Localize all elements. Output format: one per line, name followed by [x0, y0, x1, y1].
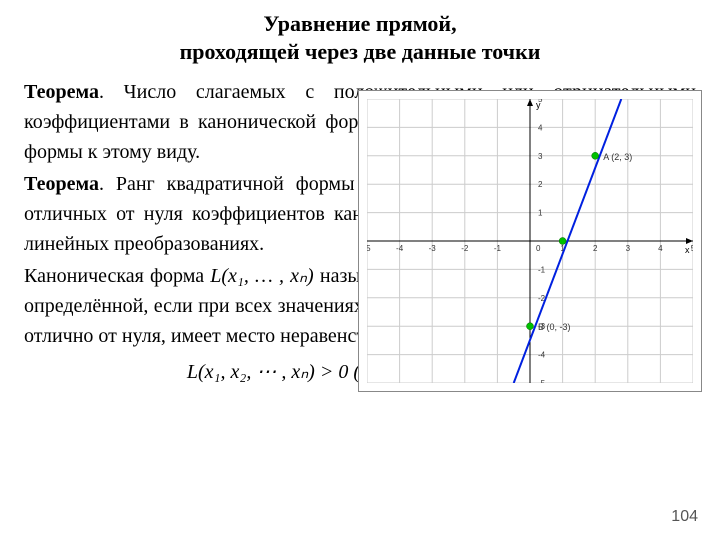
svg-text:2: 2: [538, 180, 543, 189]
svg-text:0: 0: [536, 244, 541, 253]
theorem-label-2: Теорема: [24, 173, 99, 195]
svg-text:3: 3: [626, 244, 631, 253]
title-line-2: проходящей через две данные точки: [180, 39, 541, 64]
svg-text:-3: -3: [429, 244, 437, 253]
svg-text:-4: -4: [538, 351, 546, 360]
svg-text:4: 4: [658, 244, 663, 253]
svg-text:x: x: [685, 245, 690, 255]
chart-svg: xy-5-4-3-2-112345-5-4-3-2-1123450A (2, 3…: [367, 99, 693, 383]
svg-text:5: 5: [538, 99, 543, 104]
svg-text:4: 4: [538, 123, 543, 132]
svg-text:-4: -4: [396, 244, 404, 253]
page-number: 104: [671, 508, 698, 526]
svg-text:2: 2: [593, 244, 598, 253]
svg-text:-1: -1: [494, 244, 502, 253]
theorem-label-1: Теорема: [24, 81, 99, 103]
canon-formula: L(x₁, … , xₙ): [210, 265, 313, 287]
svg-text:B (0, -3): B (0, -3): [538, 322, 571, 332]
coordinate-chart: xy-5-4-3-2-112345-5-4-3-2-1123450A (2, 3…: [358, 90, 702, 392]
canon-text-a: Каноническая форма: [24, 265, 210, 287]
svg-text:-5: -5: [538, 379, 546, 383]
svg-text:-5: -5: [367, 244, 371, 253]
svg-text:3: 3: [538, 152, 543, 161]
svg-text:-2: -2: [461, 244, 469, 253]
svg-text:1: 1: [538, 209, 543, 218]
title-line-1: Уравнение прямой,: [263, 11, 456, 36]
svg-text:5: 5: [691, 244, 693, 253]
svg-text:-1: -1: [538, 265, 546, 274]
svg-text:A (2, 3): A (2, 3): [603, 152, 632, 162]
